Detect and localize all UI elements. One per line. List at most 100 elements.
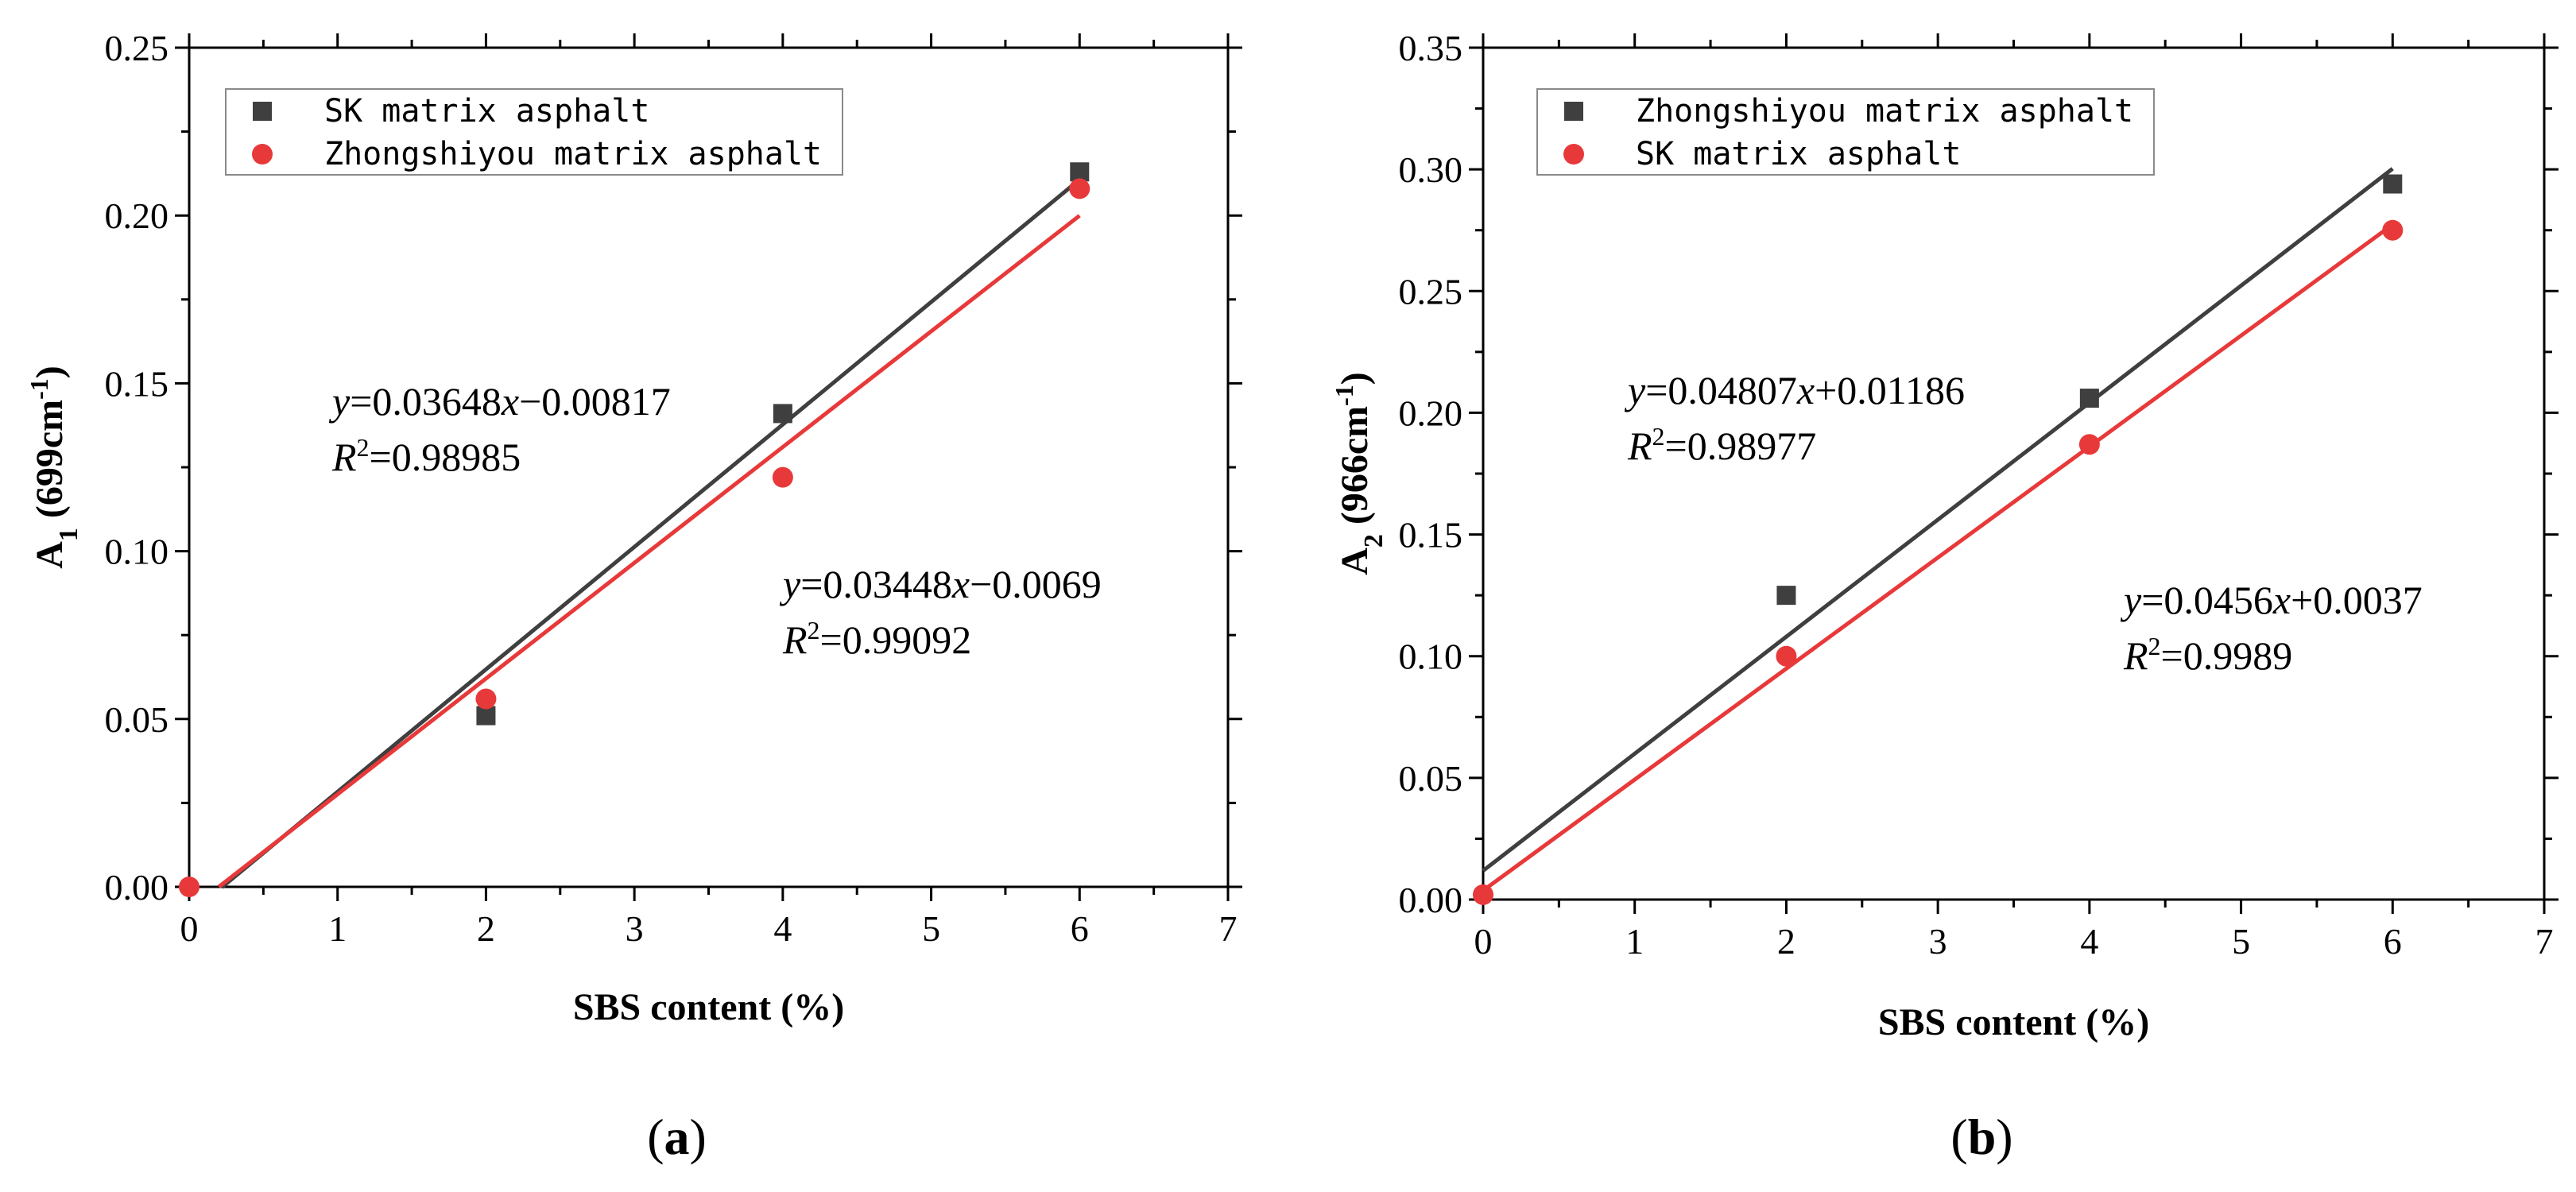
equation-x: x (2272, 578, 2291, 622)
r-squared-sup: 2 (357, 433, 370, 462)
x-tick-label: 6 (2384, 921, 2402, 962)
x-tick-label: 6 (1071, 908, 1089, 949)
chart-a: 0 1 2 3 4 5 6 7 0.00 0.05 0.10 0.15 0.20 0.25 SBS cont… (25, 28, 1242, 1165)
data-point-circle (1473, 884, 1493, 905)
y-axis-title-main: A (29, 541, 71, 569)
equation-y: y (1624, 368, 1646, 412)
panel-label-letter: b (1968, 1109, 1997, 1165)
y-tick-label: 0.00 (105, 867, 169, 908)
panel-label: (a) (647, 1109, 707, 1165)
legend-marker-square (1564, 102, 1583, 121)
data-point-circle (1776, 645, 1797, 667)
r-squared-annotation: R2=0.98985 (331, 433, 521, 479)
equation-x: x (1796, 368, 1815, 412)
x-tick-label: 0 (180, 908, 199, 949)
r-squared-r: R (782, 617, 808, 662)
equation-slope: =0.03648 (350, 379, 502, 424)
y-axis-title-sub: 1 (54, 528, 83, 541)
panel-label-paren: ) (1996, 1109, 2012, 1165)
panel-label-paren: ( (647, 1109, 664, 1165)
x-tick-label: 1 (1625, 921, 1644, 962)
data-point-circle (772, 466, 793, 488)
equation-y: y (2120, 578, 2142, 622)
y-axis-title-unit: (699cm (29, 400, 71, 528)
y-tick-label: 0.10 (105, 532, 169, 572)
legend-box (225, 88, 843, 176)
r-squared-sup: 2 (2148, 632, 2161, 660)
data-point-circle (1069, 178, 1090, 199)
equation-slope: =0.0456 (2141, 578, 2273, 622)
data-point-square (1070, 162, 1090, 182)
panel-label: (b) (1950, 1109, 2012, 1165)
x-tick-label: 3 (1929, 921, 1947, 962)
r-squared-r: R (1627, 424, 1652, 468)
equation-intercept: +0.0037 (2291, 578, 2423, 622)
equation-slope: =0.03448 (800, 562, 952, 606)
panel-label-paren: ( (1950, 1109, 1967, 1165)
x-tick-label: 7 (1219, 908, 1238, 949)
x-tick-label: 4 (2080, 921, 2098, 962)
data-point-square (1776, 586, 1796, 606)
x-tick-label: 5 (922, 908, 940, 949)
fit-line-square (1482, 167, 2394, 873)
r-squared-sup: 2 (1652, 422, 1665, 451)
x-axis-title: SBS content (%) (1878, 1001, 2149, 1043)
r-squared-value: =0.98977 (1665, 424, 1817, 468)
y-tick-label: 0.05 (105, 699, 169, 740)
equation-annotation: y=0.0456x+0.0037 (2120, 578, 2423, 622)
equation-x: x (501, 379, 519, 424)
y-axis-title-sup: -1 (25, 378, 53, 400)
legend-label: Zhongshiyou matrix asphalt (324, 136, 822, 172)
x-tick-label: 2 (477, 908, 495, 949)
y-axis-title-unit: (966cm (1334, 406, 1376, 534)
legend-marker-circle (1563, 144, 1584, 164)
legend-box (1536, 88, 2155, 176)
y-axis-title-main: A (1334, 548, 1376, 575)
panel-label-paren: ) (690, 1109, 707, 1165)
data-point-square (476, 706, 496, 726)
legend-label: SK matrix asphalt (324, 93, 649, 130)
y-tick-label: 0.35 (1399, 28, 1463, 68)
y-tick-label: 0.00 (1399, 880, 1463, 920)
x-tick-label: 4 (773, 908, 792, 949)
equation-x: x (951, 562, 970, 606)
x-tick-label: 5 (2232, 921, 2250, 962)
y-axis-title: A1 (699cm-1) (25, 366, 83, 569)
y-tick-label: 0.05 (1399, 758, 1463, 799)
legend-label: SK matrix asphalt (1636, 136, 1961, 172)
y-tick-label: 0.25 (105, 28, 169, 68)
legend-marker-circle (252, 144, 273, 164)
legend-label: Zhongshiyou matrix asphalt (1636, 93, 2133, 130)
equation-y: y (328, 379, 351, 424)
data-point-circle (2078, 434, 2100, 455)
r-squared-r: R (331, 435, 357, 479)
r-squared-value: =0.99092 (820, 617, 972, 662)
y-tick-label: 0.15 (105, 363, 169, 404)
data-point-circle (179, 877, 199, 897)
x-tick-label: 2 (1777, 921, 1795, 962)
y-tick-label: 0.30 (1399, 149, 1463, 190)
data-point-circle (2382, 219, 2404, 241)
r-squared-value: =0.98985 (370, 435, 521, 479)
legend-marker-square (253, 102, 272, 121)
r-squared-sup: 2 (808, 616, 820, 644)
x-tick-label: 3 (626, 908, 644, 949)
equation-intercept: −0.00817 (519, 379, 671, 424)
y-axis-title-sub: 2 (1359, 534, 1389, 548)
chart-b: 0 1 2 3 4 5 6 7 0.00 0.05 0.10 0.15 0.20 0.25 0.30 0.35… (1330, 28, 2559, 1165)
data-point-square (773, 404, 792, 424)
r-squared-r: R (2123, 633, 2148, 678)
data-point-square (2079, 389, 2099, 408)
r-squared-annotation: R2=0.99092 (782, 616, 971, 662)
equation-y: y (779, 562, 801, 606)
y-tick-label: 0.20 (1399, 393, 1463, 433)
equation-annotation: y=0.03448x−0.0069 (779, 562, 1102, 606)
fit-line-square (220, 178, 1081, 889)
r-squared-value: =0.9989 (2161, 633, 2293, 678)
r-squared-annotation: R2=0.98977 (1627, 422, 1816, 468)
equation-intercept: −0.0069 (970, 562, 1102, 606)
x-tick-label: 0 (1474, 921, 1493, 962)
x-axis-title: SBS content (%) (573, 986, 844, 1028)
data-point-circle (475, 688, 497, 710)
